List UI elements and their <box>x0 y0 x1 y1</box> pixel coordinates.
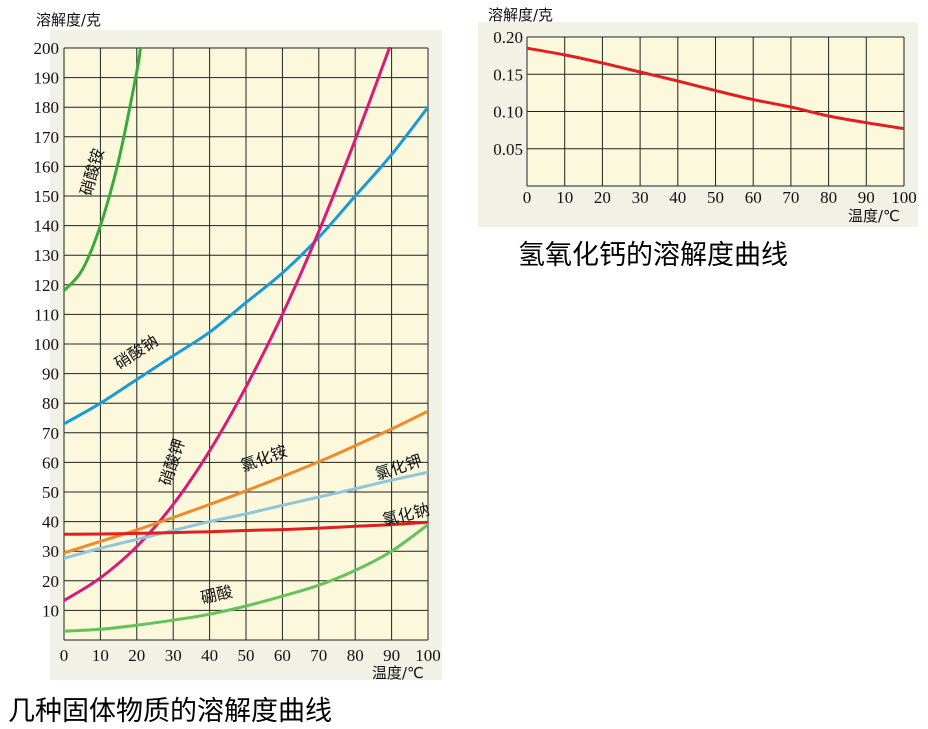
x-axis-title: 温度/℃ <box>372 664 424 682</box>
x-tick-label: 100 <box>891 188 917 207</box>
x-tick-label: 20 <box>594 188 611 207</box>
y-tick-label: 170 <box>34 128 60 147</box>
series-line-2 <box>64 105 428 426</box>
x-tick-label: 70 <box>310 646 327 665</box>
series-line-6 <box>64 520 428 536</box>
x-tick-label: 80 <box>347 646 364 665</box>
y-tick-label: 90 <box>42 365 59 384</box>
x-axis-title: 温度/℃ <box>848 207 900 225</box>
x-tick-label: 20 <box>128 646 145 665</box>
x-tick-label: 40 <box>669 188 686 207</box>
y-tick-label: 110 <box>34 305 59 324</box>
x-tick-label: 30 <box>632 188 649 207</box>
y-tick-label: 80 <box>42 394 59 413</box>
x-tick-label: 70 <box>782 188 799 207</box>
y-tick-label: 130 <box>34 246 60 265</box>
series-line-5 <box>64 470 428 560</box>
x-tick-label: 60 <box>274 646 291 665</box>
x-tick-label: 90 <box>383 646 400 665</box>
y-tick-label: 180 <box>34 98 60 117</box>
y-tick-label: 10 <box>42 601 59 620</box>
series-line-7 <box>64 523 428 633</box>
x-tick-label: 30 <box>165 646 182 665</box>
series-line-1 <box>64 47 142 293</box>
y-tick-label: 100 <box>34 335 60 354</box>
y-tick-label: 0.05 <box>493 140 523 159</box>
curves-group <box>527 46 904 131</box>
x-tick-label: 50 <box>238 646 255 665</box>
x-tick-label: 80 <box>820 188 837 207</box>
x-tick-label: 90 <box>858 188 875 207</box>
x-tick-label: 10 <box>92 646 109 665</box>
series-line-1 <box>527 46 904 131</box>
chart-caption: 氢氧化钙的溶解度曲线 <box>518 240 788 271</box>
y-tick-label: 50 <box>42 483 59 502</box>
x-tick-label: 100 <box>415 646 441 665</box>
y-tick-label: 40 <box>42 513 59 532</box>
y-tick-label: 60 <box>42 453 59 472</box>
y-tick-label: 200 <box>34 39 60 58</box>
x-tick-label: 10 <box>556 188 573 207</box>
y-tick-label: 140 <box>34 217 60 236</box>
x-tick-label: 40 <box>201 646 218 665</box>
chart-caption: 几种固体物质的溶解度曲线 <box>8 696 332 727</box>
y-axis-title: 溶解度/克 <box>488 6 553 24</box>
y-tick-label: 70 <box>42 424 59 443</box>
curves-group <box>64 47 428 633</box>
y-tick-label: 20 <box>42 572 59 591</box>
main-solubility-chart: 0 10 20 30 40 50 60 70 80 90 100 10 20 30 40 50 60 70 80 90… <box>8 11 442 727</box>
y-tick-label: 30 <box>42 542 59 561</box>
y-tick-label: 190 <box>34 69 60 88</box>
calcium-hydroxide-chart: 0 10 20 30 40 50 60 70 80 90 100 0.05 0.10 0.15 0.20 溶解… <box>478 6 918 271</box>
y-tick-label: 0.20 <box>493 28 523 47</box>
x-tick-label: 0 <box>60 646 69 665</box>
x-tick-label: 50 <box>707 188 724 207</box>
y-tick-label: 150 <box>34 187 60 206</box>
y-tick-label: 0.15 <box>493 65 523 84</box>
y-tick-label: 0.10 <box>493 103 523 122</box>
y-axis-title: 溶解度/克 <box>36 11 101 29</box>
x-tick-label: 60 <box>745 188 762 207</box>
y-tick-label: 160 <box>34 157 60 176</box>
x-tick-label: 0 <box>523 188 532 207</box>
series-line-3 <box>64 47 392 603</box>
y-tick-label: 120 <box>34 276 60 295</box>
